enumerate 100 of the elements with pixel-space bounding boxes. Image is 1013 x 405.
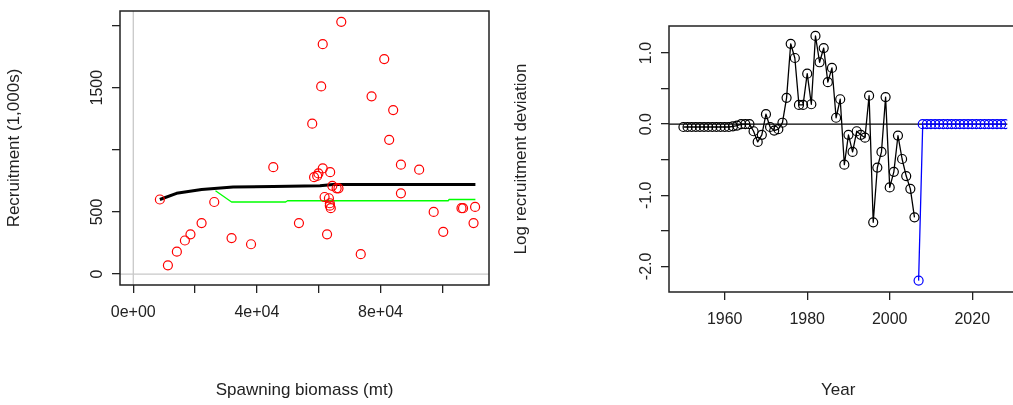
point — [958, 119, 970, 130]
x-tick-label: 0e+00 — [110, 303, 156, 321]
point — [748, 126, 759, 137]
point — [731, 120, 743, 131]
point — [975, 119, 986, 130]
y-axis-title: Recruitment (1,000s) — [3, 68, 23, 228]
point — [979, 119, 990, 130]
x-axis-title: Year — [820, 380, 856, 400]
point — [781, 92, 792, 103]
point — [379, 53, 390, 65]
point — [414, 164, 425, 175]
point — [438, 226, 449, 237]
point — [744, 119, 755, 130]
point — [913, 275, 924, 286]
point — [917, 119, 928, 130]
y-tick-label: -1.0 — [637, 181, 655, 210]
point — [847, 146, 858, 157]
point — [930, 119, 941, 130]
point — [851, 126, 862, 137]
point — [905, 183, 916, 194]
point — [698, 121, 710, 133]
y-tick-label: 0.0 — [637, 112, 655, 136]
point — [760, 109, 772, 120]
point — [855, 129, 866, 140]
x-tick-label: 8e+04 — [358, 303, 404, 321]
point — [336, 16, 347, 27]
point — [719, 121, 730, 133]
point — [971, 119, 982, 130]
point — [715, 121, 726, 133]
point — [925, 119, 937, 130]
x-tick-label: 1960 — [706, 310, 743, 328]
point — [785, 38, 796, 49]
point — [293, 218, 305, 229]
point — [777, 117, 788, 128]
point — [323, 193, 335, 204]
y-tick-label: 500 — [88, 198, 106, 226]
point — [954, 119, 965, 130]
point — [395, 159, 407, 170]
point — [938, 119, 949, 130]
point — [185, 229, 196, 240]
point — [835, 94, 846, 105]
point — [996, 119, 1007, 130]
point — [317, 39, 328, 50]
point — [678, 121, 689, 133]
point — [897, 153, 908, 165]
point — [209, 196, 220, 208]
point — [810, 30, 821, 42]
point — [171, 246, 182, 257]
point — [773, 124, 784, 135]
point — [818, 42, 829, 54]
point — [756, 129, 767, 140]
y-axis-title: Log recruitment deviation — [510, 63, 530, 255]
point — [321, 229, 333, 240]
point — [694, 121, 706, 133]
point — [802, 68, 813, 79]
point — [388, 104, 399, 116]
point — [793, 99, 805, 111]
point — [868, 217, 879, 228]
x-tick-label: 4e+04 — [234, 303, 280, 321]
point — [319, 191, 330, 203]
point — [703, 121, 714, 133]
point — [355, 249, 366, 260]
point — [814, 57, 825, 68]
x-tick-label: 2000 — [871, 310, 908, 328]
point — [830, 112, 842, 123]
point — [179, 235, 190, 246]
point — [325, 167, 336, 178]
point — [366, 91, 377, 102]
point — [876, 146, 887, 157]
point — [723, 121, 734, 133]
point — [946, 119, 957, 130]
point — [740, 119, 751, 130]
point — [686, 121, 697, 133]
point — [711, 121, 722, 133]
y-tick-label: 0 — [88, 269, 106, 279]
point — [880, 92, 891, 103]
point — [950, 119, 961, 130]
point — [822, 77, 833, 88]
point — [983, 119, 994, 130]
point — [909, 212, 920, 223]
point — [690, 121, 701, 133]
y-tick-label: 1.0 — [637, 41, 655, 65]
point — [307, 118, 318, 129]
point — [921, 119, 932, 130]
point — [843, 129, 854, 140]
point — [892, 130, 904, 141]
point — [764, 121, 776, 133]
point — [806, 99, 817, 110]
x-tick-label: 1980 — [789, 310, 826, 328]
x-axis-title: Spawning biomass (mt) — [215, 380, 394, 400]
point — [987, 119, 998, 130]
point — [727, 121, 739, 132]
point — [967, 119, 978, 130]
point — [884, 182, 895, 193]
point — [752, 136, 763, 148]
point — [839, 159, 850, 170]
point — [245, 239, 257, 250]
point — [991, 119, 1003, 130]
point — [428, 206, 439, 218]
point — [196, 218, 207, 229]
